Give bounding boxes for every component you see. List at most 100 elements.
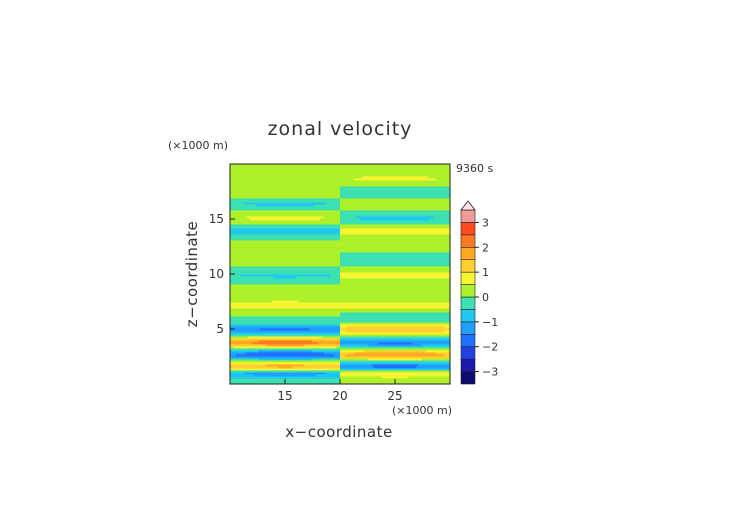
heatmap-cell (428, 336, 431, 339)
heatmap-cell (354, 356, 357, 359)
heatmap-cell (342, 330, 345, 333)
heatmap-cell (252, 320, 255, 323)
heatmap-cell (236, 360, 239, 363)
heatmap-cell (332, 338, 335, 341)
heatmap-cell (368, 340, 371, 343)
heatmap-cell (278, 368, 281, 371)
heatmap-cell (280, 362, 283, 365)
heatmap-cell (348, 354, 351, 357)
heatmap-cell (440, 326, 443, 329)
heatmap-cell (430, 356, 433, 359)
heatmap-cell (292, 352, 295, 355)
heatmap-cell (404, 348, 407, 351)
heatmap-cell (372, 340, 375, 343)
heatmap-cell (304, 352, 307, 355)
heatmap-cell (234, 346, 237, 349)
heatmap-cell (414, 330, 417, 333)
heatmap-cell (258, 364, 261, 367)
heatmap-cell (370, 360, 373, 363)
heatmap-cell (292, 322, 295, 325)
heatmap-cell (394, 358, 397, 361)
heatmap-cell (290, 332, 293, 335)
heatmap-cell (238, 326, 241, 329)
heatmap-cell (362, 346, 365, 349)
heatmap-cell (326, 378, 329, 381)
heatmap-cell (404, 360, 407, 363)
heatmap-cell (296, 326, 299, 329)
heatmap-cell (250, 340, 253, 343)
heatmap-cell (298, 382, 301, 385)
heatmap-cell (302, 330, 305, 333)
heatmap-cell (280, 374, 283, 377)
heatmap-cell (240, 378, 243, 381)
heatmap-cell (378, 350, 381, 353)
heatmap-cell (256, 332, 259, 335)
heatmap-cell (382, 328, 385, 331)
heatmap-cell (368, 336, 371, 339)
heatmap-cell (282, 374, 285, 377)
heatmap-cell (380, 346, 383, 349)
heatmap-cell (396, 346, 399, 349)
heatmap-cell (288, 350, 291, 353)
heatmap-cell (270, 346, 273, 349)
heatmap-cell (286, 344, 289, 347)
heatmap-cell (242, 368, 245, 371)
heatmap-cell (376, 370, 379, 373)
heatmap-cell (320, 368, 323, 371)
heatmap-cell (274, 324, 277, 327)
heatmap-cell (322, 356, 325, 359)
heatmap-cell (308, 380, 311, 383)
heatmap-cell (272, 324, 275, 327)
heatmap-cell (322, 354, 325, 357)
heatmap-cell (334, 374, 337, 377)
heatmap-cell (300, 326, 303, 329)
heatmap-cell (384, 336, 387, 339)
heatmap-cell (246, 378, 249, 381)
heatmap-cell (354, 338, 357, 341)
heatmap-cell (374, 350, 377, 353)
heatmap-cell (340, 370, 343, 373)
heatmap-cell (386, 350, 389, 353)
heatmap-cell (338, 362, 341, 365)
heatmap-cell (238, 362, 241, 365)
heatmap-cell (434, 378, 437, 381)
heatmap-cell (362, 364, 365, 367)
heatmap-cell (366, 324, 369, 327)
heatmap-cell (358, 380, 361, 383)
heatmap-cell (254, 374, 257, 377)
heatmap-cell (344, 378, 347, 381)
heatmap-cell (282, 322, 285, 325)
heatmap-cell (266, 338, 269, 341)
heatmap-cell (356, 338, 359, 341)
heatmap-cell (256, 370, 259, 373)
heatmap-cell (322, 332, 325, 335)
heatmap-cell (432, 370, 435, 373)
heatmap-cell (314, 346, 317, 349)
heatmap-cell (302, 362, 305, 365)
heatmap-cell (402, 352, 405, 355)
heatmap-cell (376, 342, 379, 345)
heatmap-cell (310, 376, 313, 379)
heatmap-cell (248, 332, 251, 335)
heatmap-cell (418, 382, 421, 385)
heatmap-cell (318, 366, 321, 369)
heatmap-cell (282, 380, 285, 383)
heatmap-cell (386, 330, 389, 333)
heatmap-cell (246, 326, 249, 329)
heatmap-cell (422, 364, 425, 367)
heatmap-cell (278, 364, 281, 367)
heatmap-cell (230, 324, 233, 327)
heatmap-cell (234, 356, 237, 359)
heatmap-cell (284, 372, 287, 375)
heatmap-cell (296, 320, 299, 323)
heatmap-cell (398, 364, 401, 367)
heatmap-cell (380, 362, 383, 365)
heatmap-cell (348, 380, 351, 383)
heatmap-cell (412, 352, 415, 355)
heatmap-cell (362, 352, 365, 355)
heatmap-cell (412, 364, 415, 367)
heatmap-cell (380, 352, 383, 355)
heatmap-cell (256, 380, 259, 383)
heatmap-cell (252, 334, 255, 337)
heatmap-cell (326, 332, 329, 335)
